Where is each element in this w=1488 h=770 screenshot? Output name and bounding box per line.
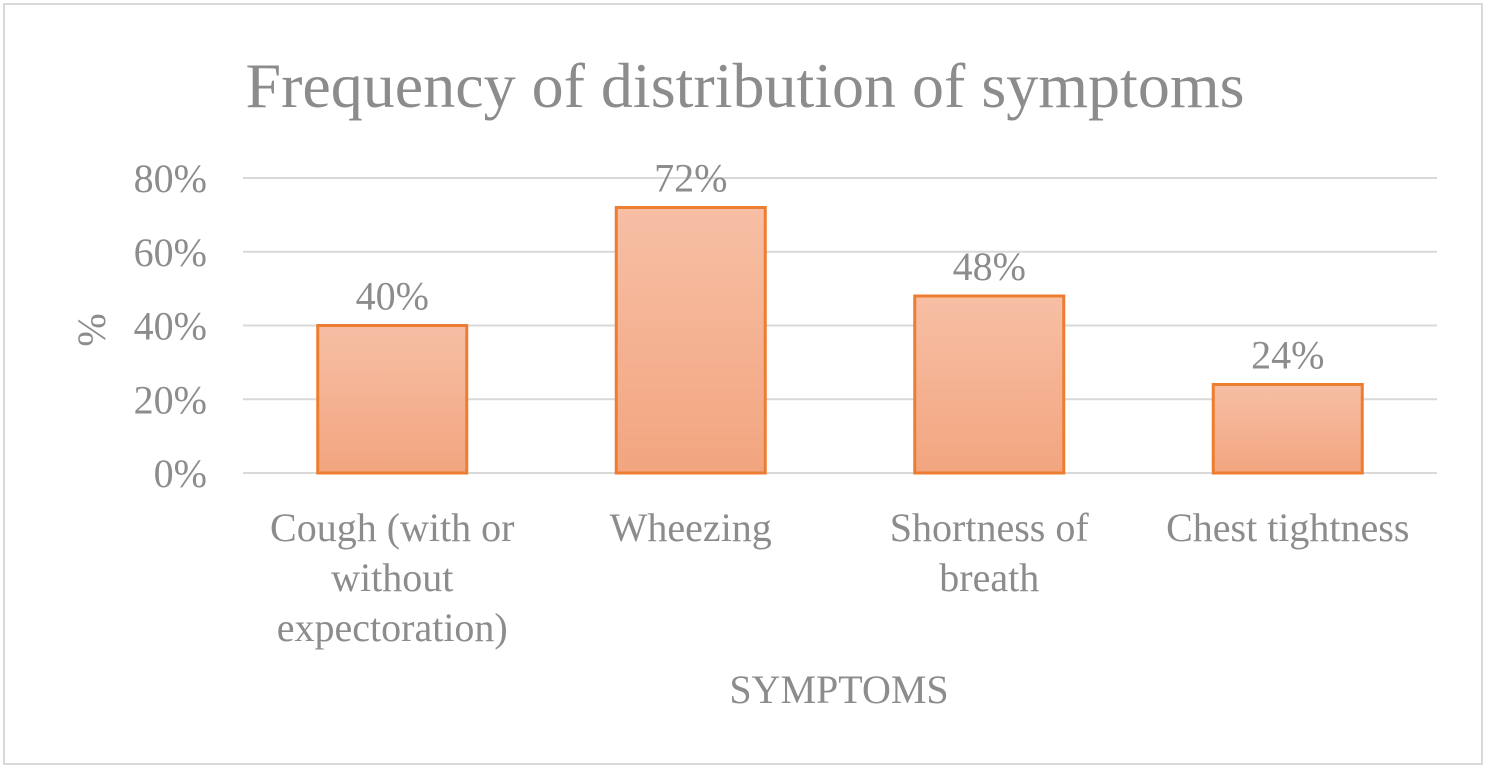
x-tick-label-line: breath (939, 555, 1039, 600)
x-tick-label-line: Wheezing (610, 505, 772, 550)
y-tick-label: 20% (134, 377, 207, 422)
chart-frame: Frequency of distribution of symptoms 0%… (3, 3, 1483, 765)
bar (614, 206, 767, 475)
bar-chart: Frequency of distribution of symptoms 0%… (69, 50, 1437, 712)
y-tick-label: 40% (134, 304, 207, 349)
x-tick-label-line: without (331, 555, 453, 600)
bar (913, 294, 1066, 475)
x-tick-label: Shortness of breath (890, 505, 1090, 600)
x-tick-label: Wheezing (610, 505, 772, 550)
chart-title: Frequency of distribution of symptoms (245, 50, 1244, 121)
x-axis-title: SYMPTOMS (729, 667, 948, 712)
x-axis-ticks: Cough (with or without expectoration) Wheez… (270, 505, 1409, 650)
x-tick-label-line: Shortness of (890, 505, 1090, 550)
y-axis-title: % (69, 313, 114, 346)
data-label: 48% (953, 244, 1026, 289)
y-tick-label: 60% (134, 230, 207, 275)
data-label: 24% (1251, 333, 1324, 378)
x-tick-label-line: Chest tightness (1166, 505, 1409, 550)
data-label: 40% (356, 274, 429, 319)
data-labels: 40% 72% 48% 24% (356, 156, 1325, 378)
x-tick-label-line: expectoration) (277, 605, 508, 650)
x-tick-label: Cough (with or without expectoration) (270, 505, 514, 650)
y-axis-ticks: 0% 20% 40% 60% 80% (134, 156, 207, 496)
bar (1211, 383, 1364, 475)
y-tick-label: 80% (134, 156, 207, 201)
bar (316, 324, 469, 475)
x-tick-label: Chest tightness (1166, 505, 1409, 550)
y-tick-label: 0% (154, 451, 207, 496)
x-tick-label-line: Cough (with or (270, 505, 514, 550)
bars (316, 206, 1364, 475)
data-label: 72% (654, 156, 727, 201)
